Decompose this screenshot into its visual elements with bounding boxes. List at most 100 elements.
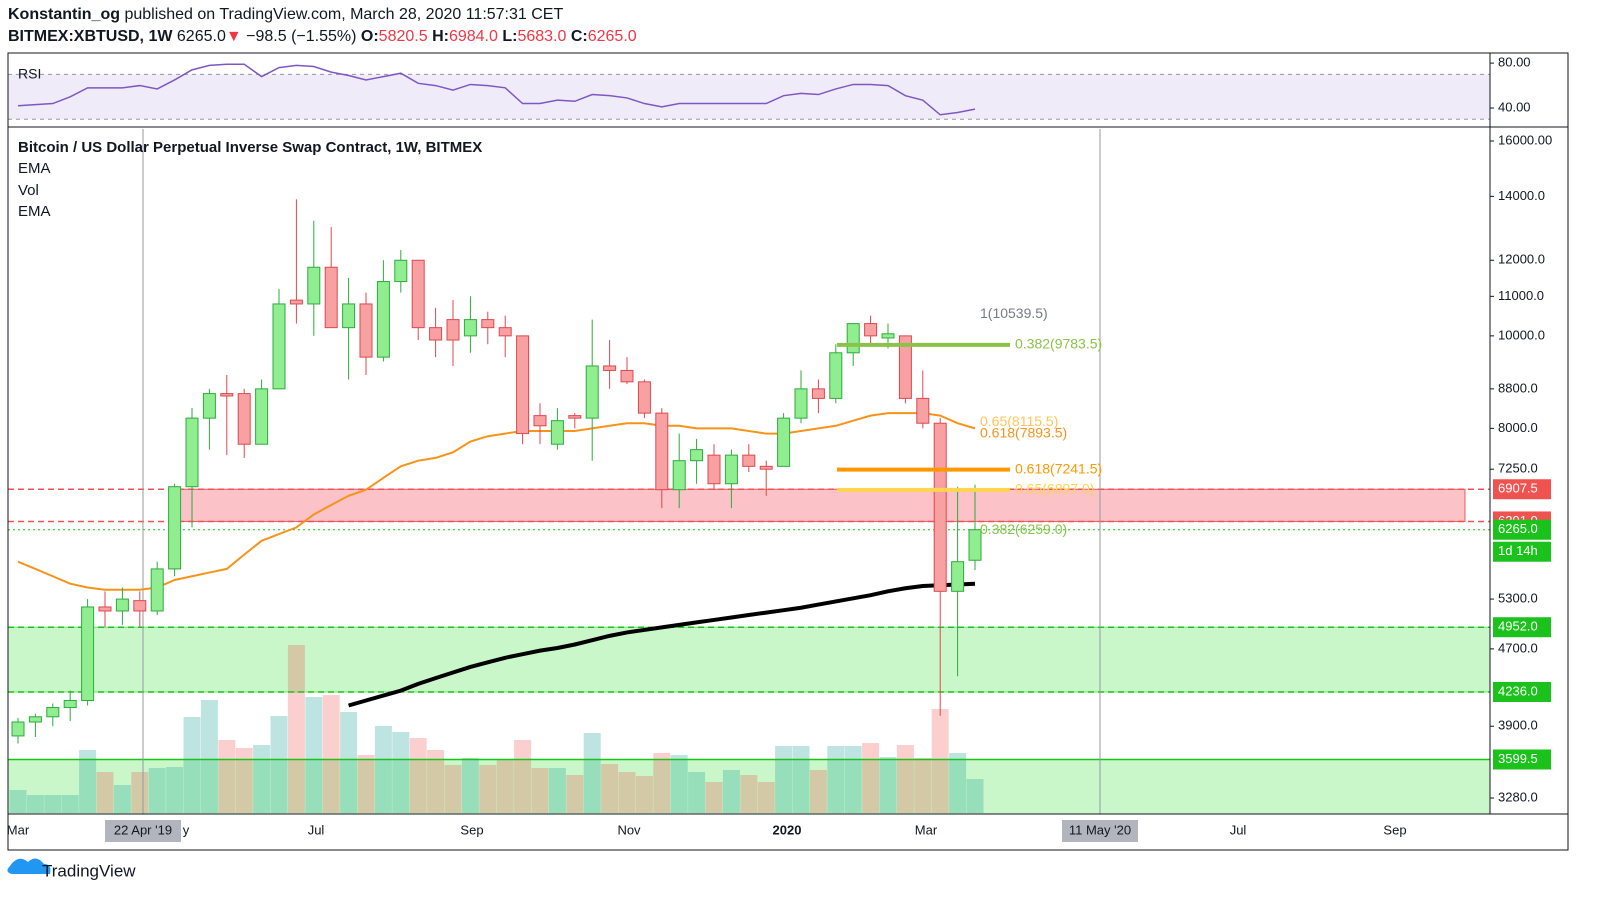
volume-bar	[287, 645, 305, 813]
fib-label: 0.65(6897.0)	[1015, 481, 1094, 497]
candle-body	[359, 303, 373, 358]
y-tick-label: 16000.00	[1498, 132, 1552, 147]
candle-body	[533, 415, 547, 427]
candle-body	[133, 600, 147, 612]
candle-body	[568, 415, 582, 419]
volume-bar	[113, 785, 131, 813]
y-tick-label: 11000.0	[1498, 288, 1544, 303]
fib-label: 0.618(7893.5)	[980, 425, 1067, 441]
candle-body	[637, 381, 651, 414]
price-label-box	[1493, 681, 1551, 702]
candle-body	[289, 299, 303, 305]
volume-bar	[96, 772, 114, 813]
x-tick-label: Sep	[1383, 822, 1406, 837]
volume-bar	[601, 764, 619, 813]
change: −98.5 (−1.55%)	[246, 28, 356, 45]
candle-body	[342, 303, 356, 329]
candle-body	[585, 365, 599, 419]
candle-body	[11, 721, 25, 737]
volume-bar	[200, 700, 218, 813]
footer: TradingView	[7, 858, 136, 880]
candle-body	[150, 568, 164, 612]
candle-body	[411, 259, 425, 329]
volume-bar	[862, 743, 880, 813]
y-tick-label: 10000.0	[1498, 327, 1545, 342]
candle-body	[272, 303, 286, 390]
published: published on TradingView.com, March 28, …	[124, 6, 563, 23]
volume-bar	[461, 758, 479, 813]
y-tick-label: 7250.0	[1498, 461, 1538, 476]
candle-body	[707, 454, 721, 485]
volume-bar	[827, 746, 845, 813]
x-tick-label: y	[183, 822, 190, 837]
volume-bar	[844, 746, 862, 813]
volume-bar	[61, 795, 79, 813]
fib-label: 1(10539.5)	[980, 305, 1048, 321]
price-label: 3599.5	[1498, 751, 1538, 766]
volume-bar	[966, 779, 984, 813]
fib-label: 0.382(6259.0)	[980, 521, 1067, 537]
volume-bar	[583, 733, 601, 813]
x-tick-label: Sep	[460, 822, 483, 837]
candle-body	[429, 327, 443, 341]
candle-body	[864, 323, 878, 337]
chart-title: Bitcoin / US Dollar Perpetual Inverse Sw…	[18, 139, 482, 156]
candle-body	[811, 388, 825, 399]
candle-body	[237, 393, 251, 445]
candle-body	[446, 319, 460, 341]
candle-body	[620, 369, 634, 383]
volume-bar	[79, 750, 97, 813]
rsi-tick-label: 80.00	[1498, 55, 1531, 70]
price-label-box	[1493, 617, 1551, 638]
volume-bar	[9, 790, 27, 813]
price-label: 6265.0	[1498, 521, 1538, 536]
quote-line: BITMEX:XBTUSD, 1W 6265.0▼ −98.5 (−1.55%)…	[8, 28, 637, 45]
candle-body	[794, 388, 808, 419]
candle-body	[46, 707, 60, 718]
volume-bar	[653, 753, 671, 813]
y-tick-label: 12000.0	[1498, 252, 1545, 267]
brand: TradingView	[42, 861, 136, 880]
l-label: L:	[502, 28, 517, 45]
volume-bar	[531, 768, 549, 813]
candle-body	[846, 323, 860, 354]
candle-body	[690, 449, 704, 462]
y-tick-label: 8800.0	[1498, 380, 1538, 395]
ema-line	[17, 412, 976, 591]
high: 6984.0	[449, 28, 498, 45]
x-tick-label: Mar	[915, 822, 938, 837]
candle-body	[951, 561, 965, 592]
candle-body	[63, 699, 77, 709]
volume-bar	[218, 740, 236, 813]
candle-body	[81, 606, 95, 701]
volume-bar	[253, 745, 271, 813]
volume-bar	[131, 772, 149, 813]
volume-bar	[914, 758, 932, 813]
fib-label: 0.618(7241.5)	[1015, 460, 1102, 476]
ema-line	[348, 581, 976, 708]
volume-bar	[444, 765, 462, 813]
volume-bar	[322, 695, 340, 813]
volume-bar	[722, 770, 740, 813]
legend-ema: EMA	[18, 160, 51, 177]
rsi-band	[8, 74, 1490, 120]
candle-body	[28, 716, 42, 723]
x-tick-label: Mar	[7, 822, 30, 837]
logo	[7, 858, 51, 874]
price-label: 6907.5	[1498, 481, 1538, 496]
candle-body	[220, 393, 234, 397]
legend-vol: Vol	[18, 182, 39, 199]
volume-bar	[809, 770, 827, 813]
volume-bar	[514, 740, 532, 813]
volume-bar	[879, 757, 897, 813]
countdown: 1d 14h	[1498, 543, 1538, 558]
candle-body	[603, 365, 617, 371]
price-label-box	[1493, 519, 1551, 540]
volume-bar	[496, 760, 514, 813]
x-tick-label: Jul	[1230, 822, 1247, 837]
price-label-box	[1493, 479, 1551, 500]
x-tick-label: 22 Apr '19	[114, 822, 172, 837]
y-tick-label: 8000.0	[1498, 420, 1538, 435]
candle-body	[916, 397, 930, 424]
